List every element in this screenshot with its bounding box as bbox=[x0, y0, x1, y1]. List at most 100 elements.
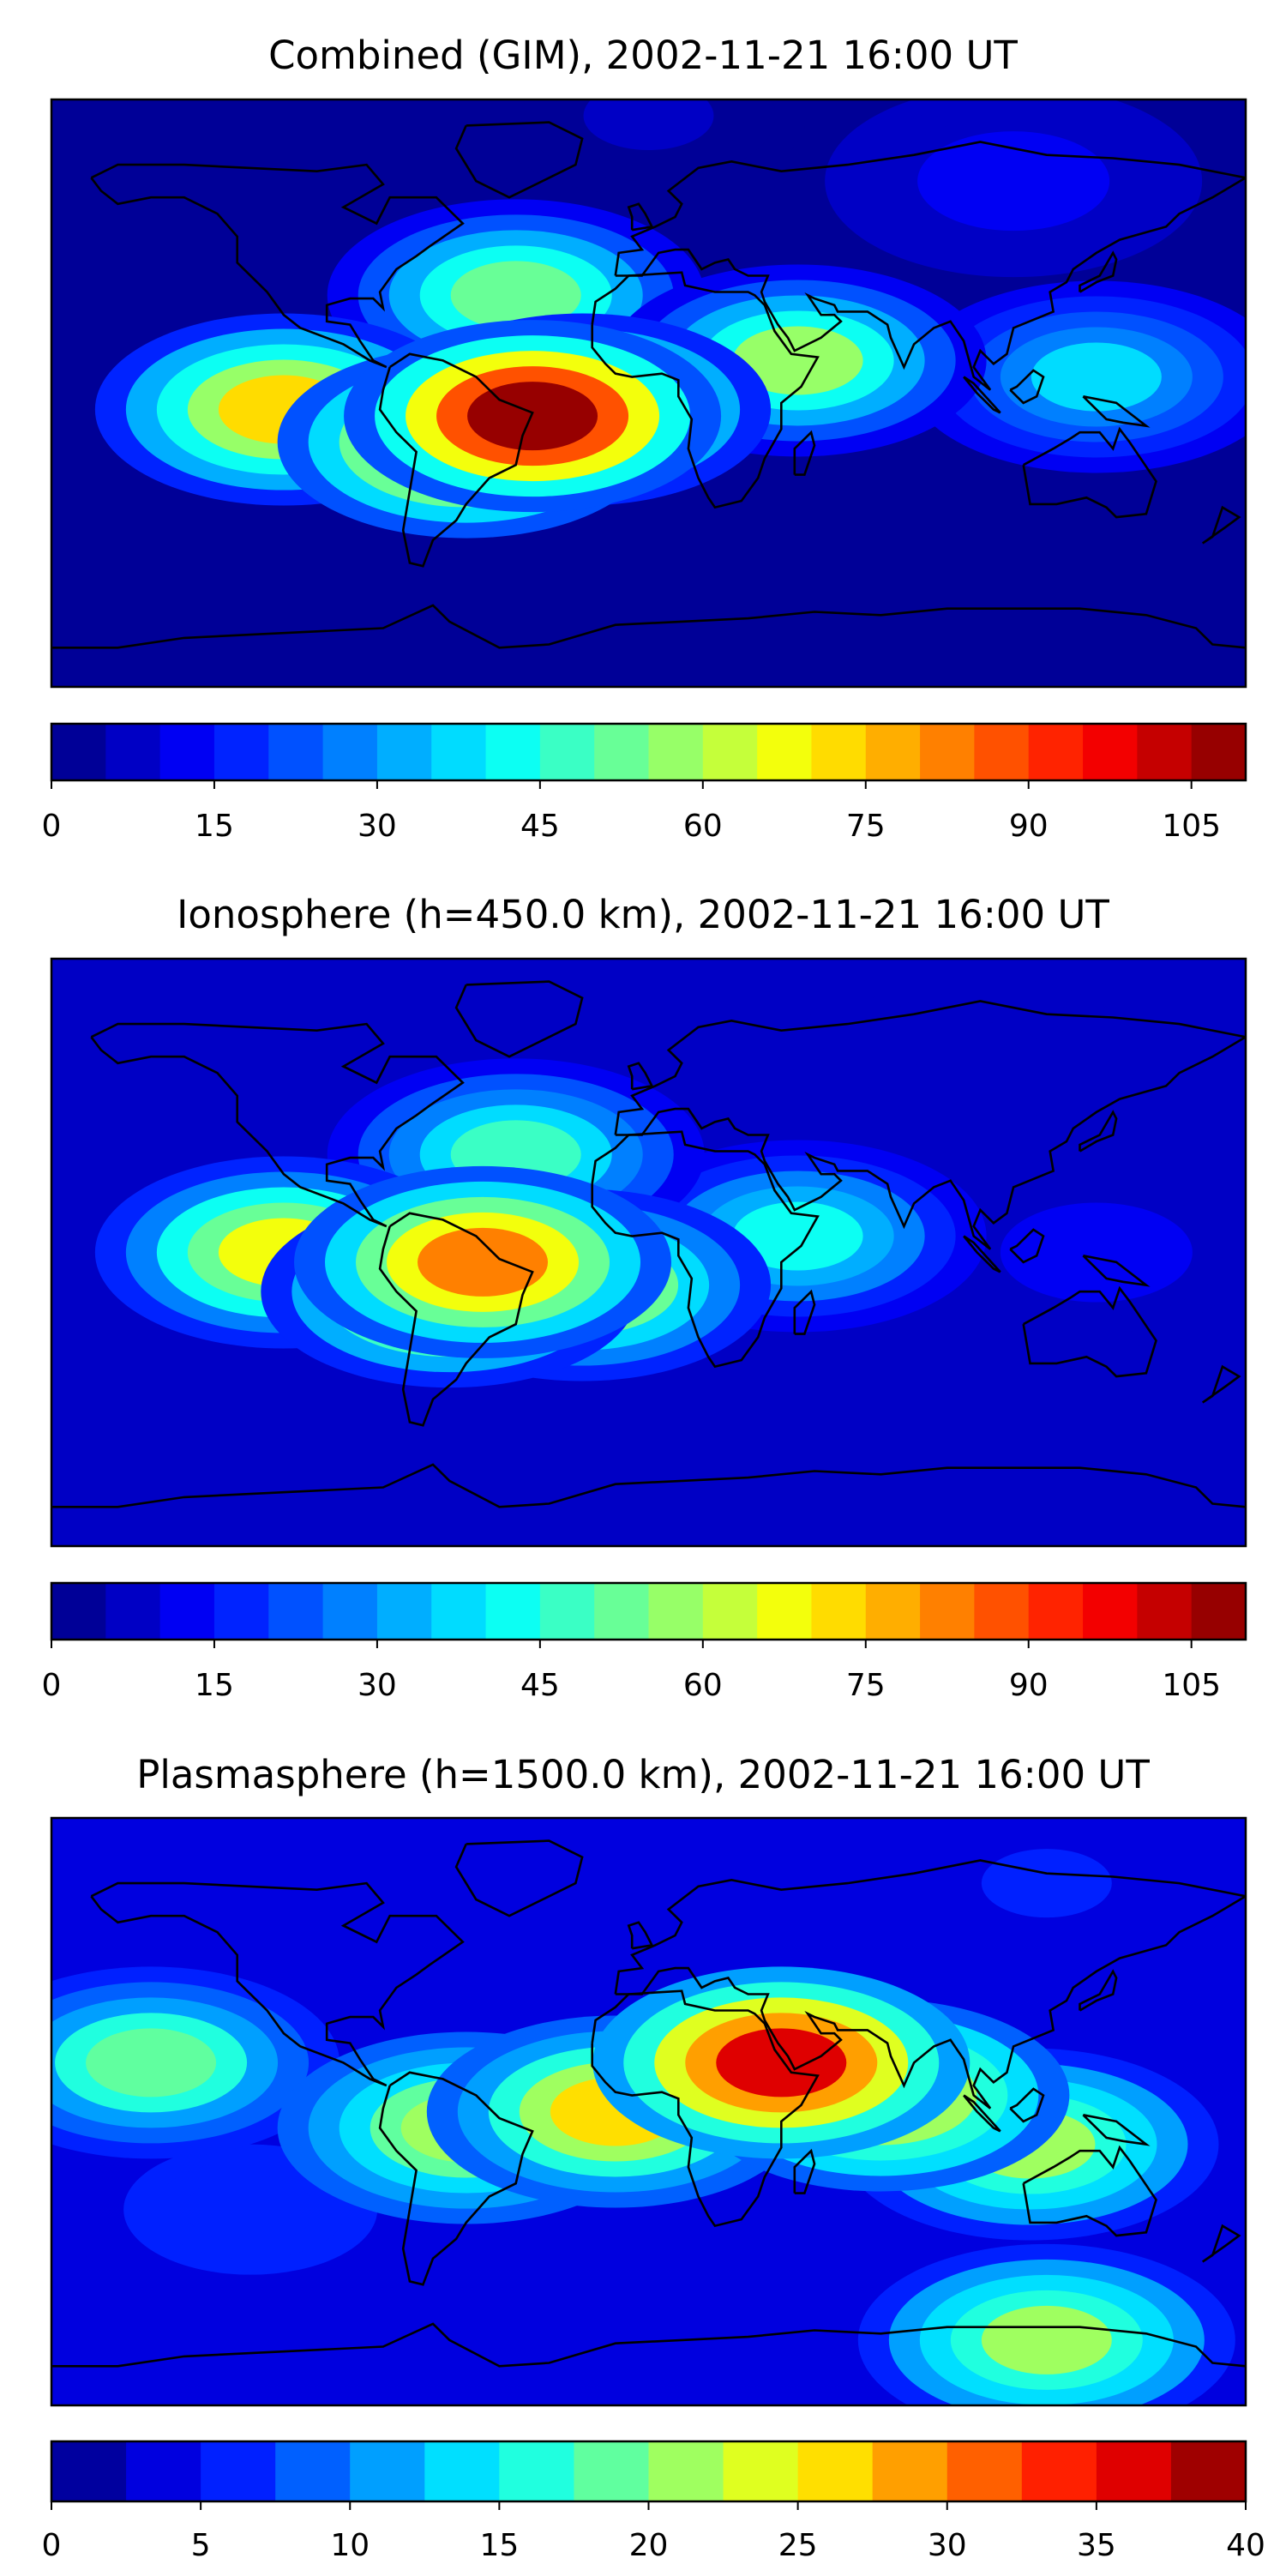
map-frame bbox=[50, 98, 1247, 689]
coastline bbox=[614, 1859, 1246, 2110]
field-contour bbox=[981, 1849, 1112, 1918]
colorbar-tick-label: 35 bbox=[1077, 2528, 1116, 2563]
coastline bbox=[90, 1022, 465, 1228]
colorbar-segment bbox=[424, 2441, 500, 2501]
colorbar-segment bbox=[974, 724, 1030, 780]
field-contour bbox=[1031, 1218, 1162, 1287]
colorbar-tick-label: 105 bbox=[1162, 1668, 1221, 1703]
colorbar-tick-label: 10 bbox=[330, 2528, 370, 2563]
coastline bbox=[51, 604, 1246, 649]
map-frame bbox=[50, 957, 1247, 1548]
coastline bbox=[378, 2071, 534, 2286]
colorbar-segment bbox=[51, 724, 106, 780]
colorbar-tick-label: 5 bbox=[191, 2528, 211, 2563]
colorbar-tick-label: 30 bbox=[358, 809, 397, 844]
colorbar-segment bbox=[946, 2441, 1023, 2501]
coastline bbox=[1082, 2114, 1151, 2146]
colorbar-tick-label: 30 bbox=[358, 1668, 397, 1703]
colorbar-segment bbox=[499, 2441, 575, 2501]
field-contour bbox=[732, 326, 863, 395]
panel-title-ionosphere: Ionosphere (h=450.0 km), 2002-11-21 16:0… bbox=[177, 892, 1109, 937]
coastline bbox=[627, 202, 654, 232]
colorbar-segment bbox=[811, 724, 867, 780]
colorbar-segment bbox=[1191, 1583, 1247, 1640]
colorbar-segment bbox=[1096, 2441, 1172, 2501]
coastline bbox=[793, 430, 816, 476]
field-contour bbox=[450, 261, 581, 330]
coastline bbox=[454, 1839, 584, 1917]
coastline bbox=[591, 1989, 820, 2228]
coastline bbox=[1079, 1110, 1118, 1153]
colorbar-segment bbox=[865, 724, 921, 780]
coastline bbox=[1009, 369, 1045, 405]
field-contour bbox=[86, 2028, 217, 2098]
coastline bbox=[1201, 505, 1241, 545]
field-contour bbox=[418, 1227, 549, 1297]
colorbar-segment bbox=[1191, 724, 1247, 780]
colorbar-segment bbox=[213, 1583, 269, 1640]
colorbar-segment bbox=[757, 1583, 813, 1640]
colorbar-tick-label: 75 bbox=[846, 809, 886, 844]
coastline bbox=[963, 2094, 1001, 2133]
colorbar-segment bbox=[322, 1583, 378, 1640]
colorbar-segment bbox=[723, 2441, 799, 2501]
colorbar-segment bbox=[574, 2441, 650, 2501]
colorbar-segment bbox=[648, 1583, 704, 1640]
colorbar-segment bbox=[376, 724, 432, 780]
colorbar-segment bbox=[920, 724, 976, 780]
field-contour bbox=[732, 1201, 863, 1271]
coastline bbox=[793, 1289, 816, 1335]
colorbar-tick-label: 45 bbox=[520, 809, 560, 844]
colorbar-tick-label: 40 bbox=[1226, 2528, 1265, 2563]
colorbar-segment bbox=[485, 724, 541, 780]
field-contour bbox=[185, 2175, 316, 2244]
field-contour bbox=[915, 1022, 1046, 1092]
colorbar-tick-label: 15 bbox=[195, 1668, 234, 1703]
colorbar-segment bbox=[322, 724, 378, 780]
panel-title-combined: Combined (GIM), 2002-11-21 16:00 UT bbox=[268, 33, 1018, 78]
coastline bbox=[1009, 1228, 1045, 1264]
coastline bbox=[1022, 1285, 1157, 1378]
colorbar-segment bbox=[920, 1583, 976, 1640]
colorbar-segment bbox=[201, 2441, 276, 2501]
colorbar-segment bbox=[350, 2441, 425, 2501]
coastline bbox=[1201, 2224, 1241, 2263]
colorbar-segment bbox=[105, 1583, 161, 1640]
colorbar-segment bbox=[485, 1583, 541, 1640]
colorbar-segment bbox=[1137, 724, 1193, 780]
map-panel-0: 0 15 30 45 60 75 90 105 bbox=[42, 98, 1247, 844]
colorbar-frame bbox=[50, 1581, 1247, 1641]
coastline bbox=[90, 1881, 465, 2087]
coastline bbox=[51, 2322, 1246, 2368]
colorbar-segment bbox=[594, 1583, 650, 1640]
colorbar-segment bbox=[702, 724, 758, 780]
colorbar-tick-label: 20 bbox=[629, 2528, 669, 2563]
field-contour bbox=[716, 2028, 847, 2098]
coastline bbox=[1009, 2087, 1045, 2123]
colorbar-segment bbox=[865, 1583, 921, 1640]
colorbar-tick-label: 105 bbox=[1162, 809, 1221, 844]
colorbar-tick-label: 60 bbox=[683, 809, 723, 844]
colorbar-tick-label: 0 bbox=[42, 1668, 62, 1703]
colorbar-segment bbox=[431, 724, 487, 780]
coastline bbox=[378, 352, 534, 568]
colorbar-segment bbox=[1021, 2441, 1097, 2501]
colorbar-tick-label: 0 bbox=[42, 809, 62, 844]
panel-title-plasmasphere: Plasmasphere (h=1500.0 km), 2002-11-21 1… bbox=[136, 1752, 1150, 1797]
coastline bbox=[963, 1235, 1001, 1273]
colorbar-segment bbox=[1083, 724, 1138, 780]
colorbar-segment bbox=[51, 2441, 127, 2501]
coastline bbox=[627, 1062, 654, 1091]
colorbar-tick-label: 75 bbox=[846, 1668, 886, 1703]
colorbar-segment bbox=[539, 1583, 595, 1640]
field-contour bbox=[948, 147, 1079, 216]
colorbar-segment bbox=[275, 2441, 351, 2501]
colorbar-segment bbox=[1028, 1583, 1084, 1640]
colorbar-tick-label: 45 bbox=[520, 1668, 560, 1703]
coastline bbox=[614, 141, 1246, 391]
coastline bbox=[454, 980, 584, 1058]
colorbar-segment bbox=[213, 724, 269, 780]
map-panel-2: 0 5 10 15 20 25 30 35 40 bbox=[42, 1816, 1265, 2563]
coastline bbox=[454, 121, 584, 199]
